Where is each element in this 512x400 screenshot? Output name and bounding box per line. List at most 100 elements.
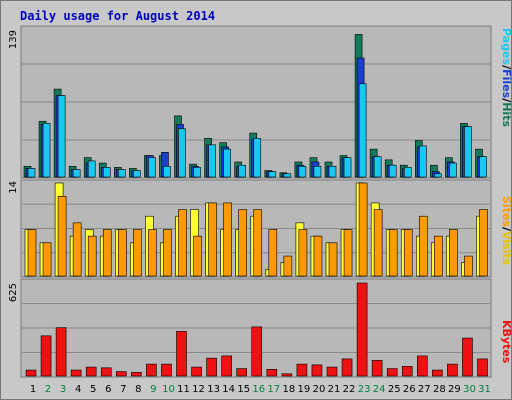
day-label: 30	[463, 384, 476, 395]
pages-bar	[268, 171, 277, 178]
pages-bar	[118, 169, 126, 178]
kbytes-bar	[477, 358, 488, 377]
day-label: 14	[222, 384, 235, 395]
day-label: 24	[373, 384, 386, 395]
sites-bar	[298, 229, 308, 277]
sites-bar	[373, 209, 383, 277]
day-label: 6	[105, 384, 111, 395]
sites-bar	[358, 182, 368, 277]
legend-sep-3: /	[500, 227, 512, 232]
sites-bar	[163, 229, 172, 277]
kbytes-bar	[40, 335, 52, 377]
day-label: 20	[313, 384, 326, 395]
day-label: 5	[90, 384, 96, 395]
sites-bar	[434, 235, 443, 277]
kbytes-bar	[386, 368, 398, 377]
legend-sep-2: /	[500, 98, 512, 103]
sites-bar	[223, 202, 232, 277]
pages-bar	[42, 123, 51, 178]
kbytes-bar	[311, 364, 323, 377]
day-label: 28	[433, 384, 446, 395]
sites-bar	[464, 255, 473, 277]
sites-bar	[253, 209, 263, 277]
day-label: 10	[162, 384, 175, 395]
sites-bar	[178, 209, 187, 277]
day-label: 16	[252, 384, 265, 395]
day-label: 13	[207, 384, 220, 395]
legend-sites: Sites	[500, 196, 512, 227]
pages-bar	[298, 165, 307, 178]
day-label: 12	[192, 384, 205, 395]
kbytes-legend: KBytes	[500, 320, 512, 364]
pages-bar	[178, 128, 186, 178]
pages-bar	[403, 167, 412, 178]
pages-bar	[238, 164, 246, 178]
kbytes-bar	[371, 360, 383, 377]
kbytes-bar	[25, 369, 37, 377]
sites-bar	[343, 229, 353, 277]
kbytes-bar	[266, 369, 278, 377]
kbytes-bar	[416, 355, 428, 377]
kbytes-bar	[70, 369, 82, 377]
day-label: 22	[343, 384, 356, 395]
day-label: 23	[358, 384, 371, 395]
kbytes-bar	[326, 366, 338, 377]
legend-hits: Hits	[500, 102, 512, 127]
kbytes-bar	[281, 373, 293, 377]
visits-legend: Sites/Visits	[500, 196, 512, 266]
pages-bar	[358, 83, 367, 178]
sites-bar	[27, 229, 37, 277]
pages-bar	[373, 156, 382, 178]
legend-sep-1: /	[500, 65, 512, 70]
kbytes-bar	[462, 337, 473, 377]
kbytes-bar	[236, 368, 247, 377]
pages-bar	[57, 95, 66, 178]
day-label: 17	[267, 384, 280, 395]
pages-bar	[27, 168, 36, 178]
pages-bar	[328, 165, 337, 178]
pages-bar	[223, 148, 231, 178]
kbytes-bar	[206, 357, 217, 377]
day-label: 8	[135, 384, 141, 395]
pages-bar	[313, 165, 322, 178]
day-label: 4	[75, 384, 81, 395]
pages-bar	[163, 165, 171, 178]
day-label: 25	[388, 384, 401, 395]
kbytes-bar	[191, 366, 202, 377]
pages-bar	[193, 167, 201, 178]
sites-bar	[87, 235, 97, 277]
sites-bar	[449, 229, 458, 277]
day-label: 27	[418, 384, 431, 395]
sites-bar	[72, 222, 82, 277]
kbytes-bar	[131, 371, 142, 377]
sites-bar	[479, 209, 488, 277]
day-label: 9	[150, 384, 156, 395]
pages-bar	[388, 164, 397, 178]
day-label: 1	[30, 384, 36, 395]
chart-title: Daily usage for August 2014	[20, 9, 216, 23]
kbytes-bar	[116, 371, 127, 377]
pages-bar	[434, 173, 442, 178]
kbytes-bar	[100, 367, 112, 377]
kbytes-bar	[356, 282, 368, 377]
kbytes-bar	[176, 331, 187, 377]
day-label: 18	[282, 384, 295, 395]
sites-bar	[328, 242, 338, 277]
kbytes-bar	[161, 363, 172, 377]
kbytes-ymax-label: 625	[8, 283, 19, 302]
sites-bar	[57, 195, 67, 277]
sites-bar	[133, 229, 142, 277]
sites-bar	[42, 242, 52, 277]
pages-bar	[148, 157, 156, 178]
day-label: 21	[328, 384, 341, 395]
sites-bar	[102, 229, 112, 277]
day-label: 3	[60, 384, 66, 395]
pages-bar	[449, 162, 457, 178]
pages-bar	[283, 173, 292, 178]
kbytes-bar	[447, 363, 458, 377]
legend-visits: Visits	[500, 231, 512, 266]
pages-bar	[72, 169, 81, 178]
day-label: 7	[120, 384, 126, 395]
day-label: 15	[237, 384, 250, 395]
day-label: 2	[45, 384, 51, 395]
